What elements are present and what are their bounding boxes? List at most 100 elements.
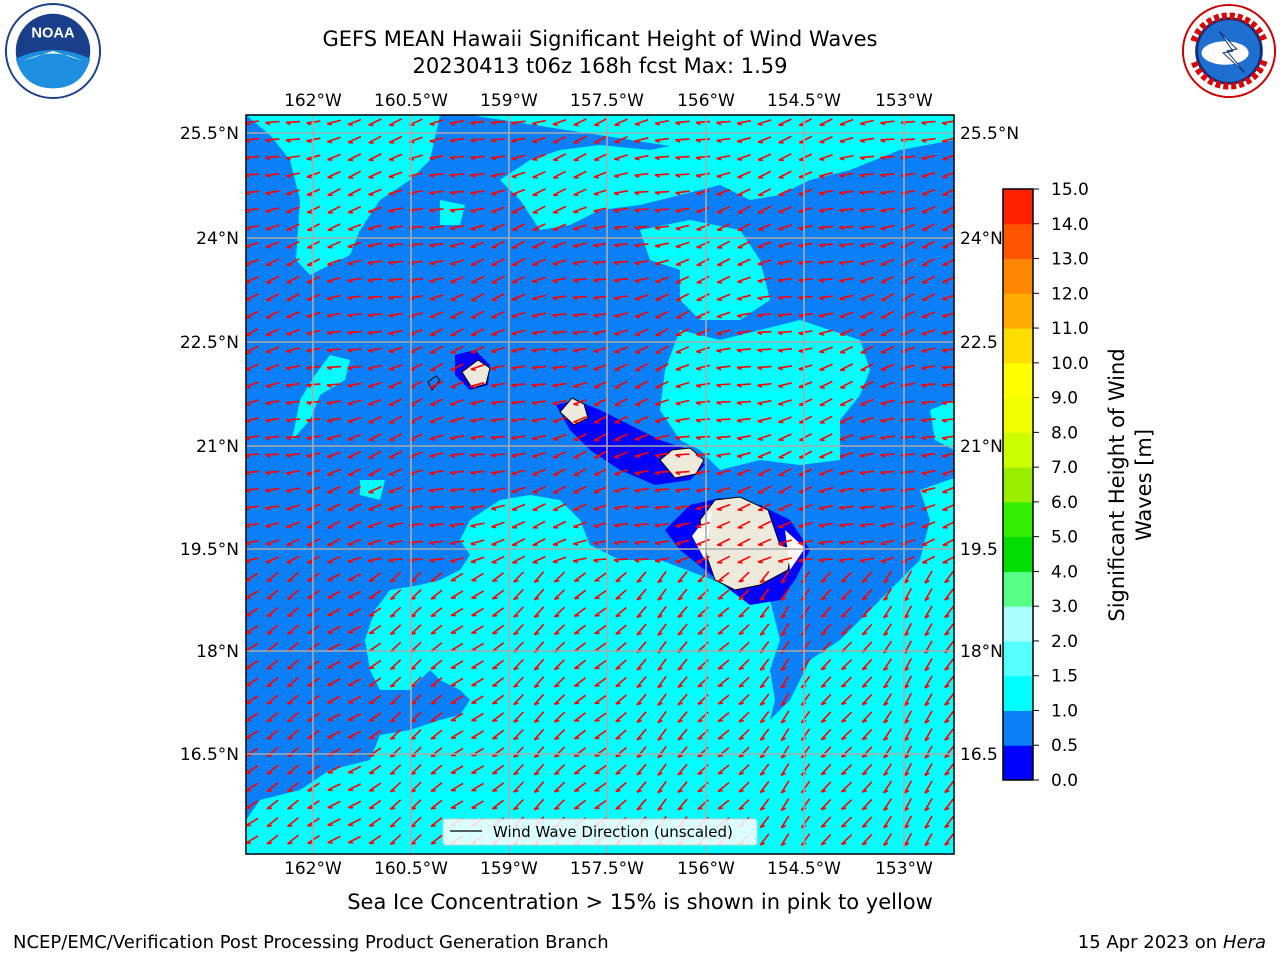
colorbar-tick-label: 4.0 — [1051, 562, 1078, 582]
wave-arrow — [921, 487, 936, 494]
wave-arrow — [327, 119, 341, 126]
wave-arrow — [430, 659, 443, 670]
wave-arrow — [614, 398, 628, 407]
wave-arrow — [429, 452, 444, 459]
wave-arrow — [450, 276, 464, 284]
wave-arrow — [533, 711, 545, 723]
wave-arrow — [615, 764, 627, 775]
wave-arrow — [924, 710, 933, 724]
wave-arrow — [677, 676, 688, 689]
wave-arrow — [593, 135, 608, 144]
wave-arrow — [429, 363, 444, 372]
wave-arrow — [430, 817, 443, 828]
lon-label-top: 157.5°W — [570, 91, 644, 111]
wave-arrow — [265, 293, 280, 302]
lat-label-left: 16.5°N — [180, 745, 239, 765]
wave-arrow — [347, 538, 362, 546]
wave-arrow — [880, 293, 895, 302]
wave-arrow — [552, 330, 567, 336]
wave-arrow — [860, 398, 874, 406]
colorbar-segment — [1003, 189, 1033, 225]
wave-arrow — [695, 470, 711, 476]
wave-arrow — [593, 486, 608, 494]
wave-arrow — [511, 520, 526, 529]
wave-arrow — [615, 589, 627, 600]
wave-arrow — [738, 799, 750, 811]
wave-arrow — [819, 398, 833, 407]
wave-arrow — [882, 710, 893, 724]
wave-arrow — [944, 571, 954, 584]
wave-arrow — [695, 172, 711, 179]
wave-arrow — [347, 223, 362, 231]
wave-arrow — [511, 188, 526, 196]
wave-arrow — [737, 555, 751, 564]
wave-arrow — [347, 259, 362, 266]
wave-arrow — [286, 223, 300, 231]
wave-arrow — [367, 313, 383, 318]
wave-arrow — [819, 451, 833, 459]
wave-arrow — [695, 364, 710, 371]
wave-arrow — [738, 729, 750, 741]
wave-arrow — [265, 155, 280, 161]
wave-arrow — [819, 118, 833, 127]
wave-arrow — [839, 172, 854, 178]
wave-arrow — [553, 676, 566, 688]
wave-arrow — [840, 799, 853, 811]
colorbar-segment — [1003, 606, 1033, 642]
wave-arrow — [944, 588, 954, 601]
wave-arrow — [430, 799, 443, 810]
wave-arrow — [513, 588, 524, 601]
wave-arrow — [573, 433, 587, 442]
wave-arrow — [839, 190, 854, 196]
wave-arrow — [265, 505, 280, 511]
wave-arrow — [533, 606, 545, 618]
wave-arrow — [265, 190, 280, 196]
wave-arrow — [757, 434, 772, 441]
wave-arrow — [450, 399, 464, 406]
wave-arrow — [859, 208, 875, 213]
wave-arrow — [677, 571, 688, 584]
wave-arrow — [471, 677, 484, 687]
wave-arrow — [738, 746, 750, 758]
wave-arrow — [388, 363, 403, 371]
wave-arrow — [593, 278, 608, 283]
wave-arrow — [347, 330, 362, 336]
wave-arrow — [593, 260, 608, 266]
wave-arrow — [347, 818, 362, 827]
wave-arrow — [286, 240, 300, 249]
wave-arrow — [552, 556, 567, 564]
wave-arrow — [636, 763, 647, 776]
wave-arrow — [593, 295, 608, 301]
wave-arrow — [246, 505, 260, 511]
noaa-logo: NOAA — [4, 2, 102, 100]
wave-arrow — [246, 730, 259, 739]
wave-arrow — [285, 347, 300, 354]
wave-arrow — [389, 816, 402, 828]
wave-arrow — [654, 557, 670, 564]
wave-arrow — [246, 522, 260, 528]
wave-arrow — [246, 138, 260, 143]
wave-arrow — [327, 188, 341, 197]
wave-arrow — [347, 399, 362, 406]
wave-arrow — [429, 311, 444, 319]
wave-arrow — [450, 328, 464, 337]
wave-arrow — [859, 505, 875, 511]
wave-arrow — [634, 208, 649, 213]
wave-arrow — [860, 310, 874, 319]
lat-label-right: 22.5 — [960, 333, 998, 353]
wave-arrow — [266, 782, 279, 793]
wave-arrow — [347, 695, 362, 704]
wave-arrow — [696, 555, 710, 564]
wave-arrow — [696, 223, 710, 231]
wave-arrow — [634, 294, 649, 301]
wave-arrow — [759, 763, 770, 776]
wave-arrow — [246, 712, 259, 722]
wave-arrow — [388, 171, 403, 179]
wave-arrow — [861, 658, 873, 671]
wave-arrow — [880, 417, 895, 424]
wave-arrow — [882, 693, 893, 707]
wave-arrow — [429, 137, 444, 144]
wave-arrow — [265, 382, 280, 389]
wave-arrow — [593, 558, 608, 563]
